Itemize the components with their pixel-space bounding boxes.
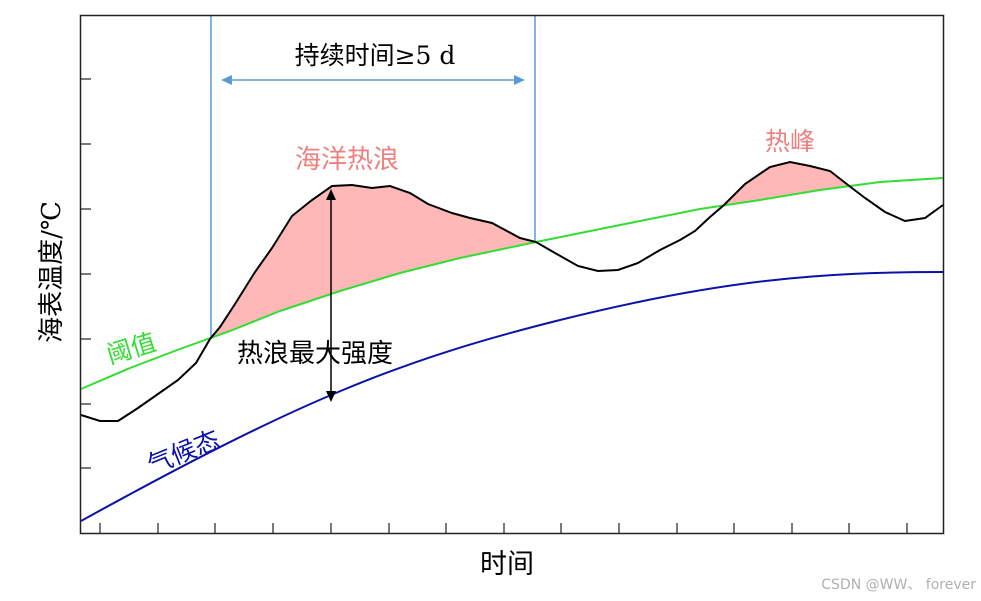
threshold-label: 阈值 <box>103 327 159 369</box>
plot-frame <box>79 14 945 535</box>
intensity-label: 热浪最大强度 <box>237 339 393 369</box>
x-axis-ticks <box>99 523 908 533</box>
watermark: CSDN @WW、 forever <box>821 577 976 593</box>
heatwave-shaded-area <box>210 185 536 339</box>
sst-curve <box>80 160 944 422</box>
heat-peak-shaded-area <box>724 162 848 205</box>
duration-arrow <box>221 75 525 85</box>
heatwave-label: 海洋热浪 <box>295 145 399 175</box>
intensity-arrow <box>326 189 336 402</box>
climatology-label: 气候态 <box>143 425 223 480</box>
duration-label: 持续时间≥5 d <box>295 41 456 70</box>
climatology-curve <box>80 271 944 522</box>
y-axis-ticks <box>81 78 91 469</box>
x-axis-label: 时间 <box>480 549 534 580</box>
y-axis-label: 海表温度/℃ <box>37 201 67 343</box>
heat-peak-label: 热峰 <box>765 127 815 156</box>
threshold-curve <box>80 177 944 390</box>
